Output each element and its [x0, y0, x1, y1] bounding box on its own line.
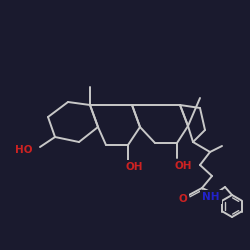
Text: HO: HO: [15, 145, 33, 155]
Text: OH: OH: [174, 161, 192, 171]
Text: O: O: [178, 194, 188, 204]
Text: OH: OH: [125, 162, 143, 172]
Text: NH: NH: [202, 192, 220, 202]
